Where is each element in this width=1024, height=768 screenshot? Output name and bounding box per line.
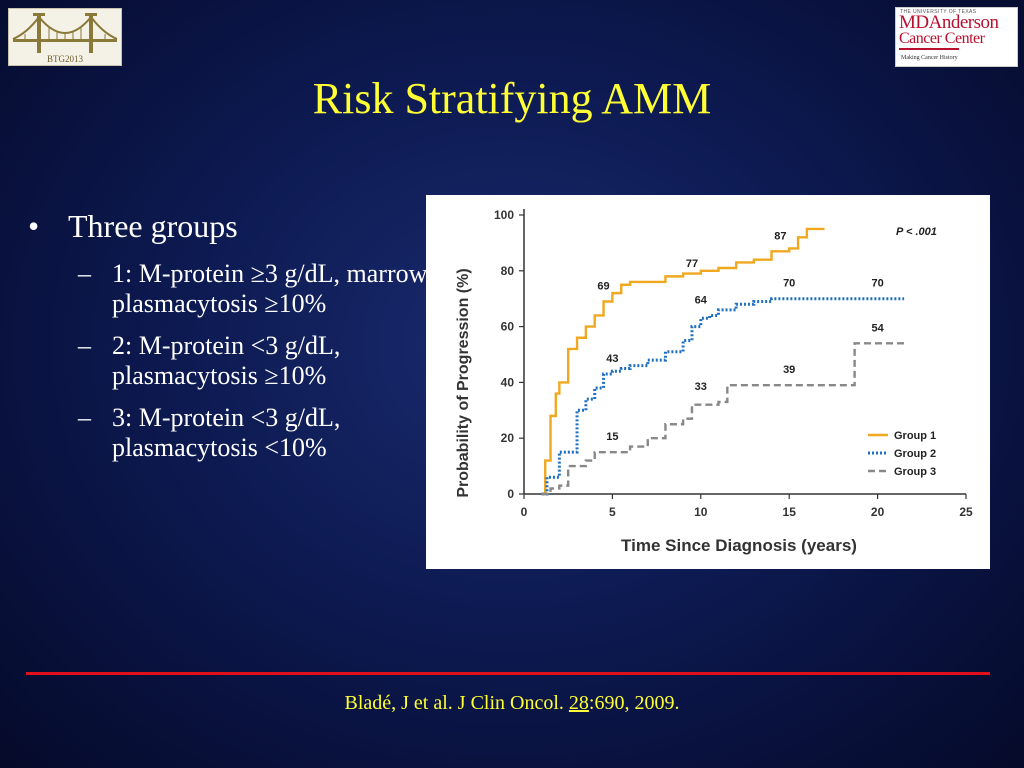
y-tick-label: 80 bbox=[501, 264, 515, 278]
logo-line2: Cancer Center bbox=[899, 30, 985, 47]
y-tick-label: 100 bbox=[494, 208, 514, 222]
legend-label: Group 1 bbox=[894, 430, 936, 442]
data-label: 69 bbox=[597, 280, 609, 292]
divider-line bbox=[26, 672, 990, 675]
bullet-main: • Three groups bbox=[28, 205, 428, 247]
data-label: 70 bbox=[783, 278, 795, 290]
y-tick-label: 0 bbox=[507, 487, 514, 501]
citation: Bladé, J et al. J Clin Oncol. 28:690, 20… bbox=[0, 690, 1024, 716]
legend-label: Group 2 bbox=[894, 448, 936, 460]
page-title: Risk Stratifying AMM bbox=[312, 74, 712, 123]
series-line-2 bbox=[541, 297, 905, 496]
md-anderson-logo: THE UNIVERSITY OF TEXAS MDAnderson Cance… bbox=[895, 7, 1018, 67]
sub-bullet-text: 2: M-protein <3 g/dL, plasmacytosis ≥10% bbox=[112, 331, 341, 390]
series-line-3 bbox=[541, 342, 905, 496]
data-label: 43 bbox=[606, 353, 618, 365]
data-label: 87 bbox=[774, 230, 786, 242]
x-tick-label: 15 bbox=[783, 505, 797, 519]
data-label: 64 bbox=[695, 294, 708, 306]
citation-before: Bladé, J et al. J Clin Oncol. bbox=[344, 692, 569, 714]
y-tick-label: 60 bbox=[501, 320, 515, 334]
logo-small-text: THE UNIVERSITY OF TEXAS bbox=[900, 9, 977, 15]
dash-icon: – bbox=[78, 259, 91, 288]
legend-label: Group 3 bbox=[894, 466, 936, 478]
data-label: 33 bbox=[695, 381, 707, 393]
bullet-dot-icon: • bbox=[28, 208, 40, 244]
logo-line1: MDAnderson bbox=[899, 12, 999, 33]
x-axis-label: Time Since Diagnosis (years) bbox=[621, 536, 857, 555]
y-tick-label: 40 bbox=[501, 375, 515, 389]
series-line-1 bbox=[541, 227, 825, 496]
sub-bullet-text: 3: M-protein <3 g/dL, plasmacytosis <10% bbox=[112, 403, 341, 462]
citation-after: :690, 2009. bbox=[588, 692, 680, 714]
data-label: 54 bbox=[871, 322, 884, 334]
sub-bullet: – 2: M-protein <3 g/dL, plasmacytosis ≥1… bbox=[28, 331, 428, 391]
x-tick-label: 25 bbox=[959, 505, 973, 519]
sub-bullet-text: 1: M-protein ≥3 g/dL, marrow plasmacytos… bbox=[112, 259, 428, 318]
data-label: 77 bbox=[686, 258, 698, 270]
data-label: 39 bbox=[783, 364, 795, 376]
dash-icon: – bbox=[78, 331, 91, 360]
btg-logo: BTG2013 bbox=[8, 8, 122, 66]
dash-icon: – bbox=[78, 403, 91, 432]
data-label: 15 bbox=[606, 431, 618, 443]
bullet-main-text: Three groups bbox=[68, 208, 238, 244]
x-tick-label: 20 bbox=[871, 505, 885, 519]
bullet-list: • Three groups – 1: M-protein ≥3 g/dL, m… bbox=[28, 205, 428, 463]
logo-tagline: Making Cancer History bbox=[901, 55, 958, 61]
sub-bullet: – 3: M-protein <3 g/dL, plasmacytosis <1… bbox=[28, 403, 428, 463]
sub-bullet: – 1: M-protein ≥3 g/dL, marrow plasmacyt… bbox=[28, 259, 428, 319]
data-label: 70 bbox=[871, 278, 883, 290]
progression-chart: 0 20 40 60 80 100 0 5 10 15 20 25 69 77 87 43 64 70 70 15 3… bbox=[426, 195, 990, 569]
x-tick-label: 5 bbox=[609, 505, 616, 519]
p-value-annotation: P < .001 bbox=[896, 226, 937, 238]
chart-legend: Group 1 Group 2 Group 3 bbox=[868, 430, 936, 478]
x-tick-label: 10 bbox=[694, 505, 708, 519]
logo-underline bbox=[899, 48, 959, 50]
citation-volume: 28 bbox=[568, 692, 589, 714]
bridge-icon bbox=[12, 13, 118, 53]
chart-svg: 0 20 40 60 80 100 0 5 10 15 20 25 69 77 87 43 64 70 70 15 3… bbox=[455, 208, 973, 555]
logo-left-text: BTG2013 bbox=[47, 54, 83, 64]
y-axis-label: Probability of Progression (%) bbox=[455, 268, 472, 497]
x-tick-label: 0 bbox=[521, 505, 528, 519]
y-tick-label: 20 bbox=[501, 431, 515, 445]
